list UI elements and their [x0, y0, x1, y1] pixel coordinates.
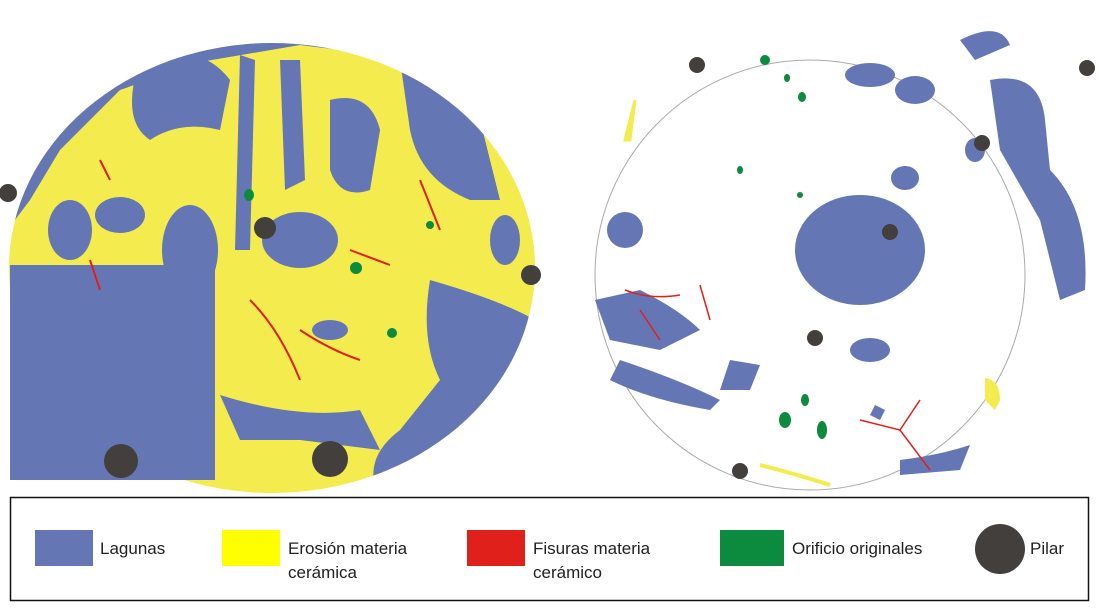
legend-swatch: [467, 530, 525, 566]
legend: [9, 496, 1090, 602]
pillars: [0, 57, 1095, 479]
legend-label: Orificio originales: [792, 539, 923, 558]
legend-label: Lagunas: [100, 539, 166, 558]
legend-label: Erosión materia cerámica: [288, 539, 408, 582]
legend-swatch: [720, 530, 784, 566]
legend-label: Pilar: [1030, 539, 1065, 558]
legend-swatch: [35, 530, 93, 566]
left-map: [9, 43, 535, 493]
legend-swatch: [975, 524, 1025, 574]
right-map: [594, 31, 1086, 491]
legend-swatch: [222, 530, 280, 566]
legend-label: Fisuras materia cerámico: [533, 539, 651, 582]
